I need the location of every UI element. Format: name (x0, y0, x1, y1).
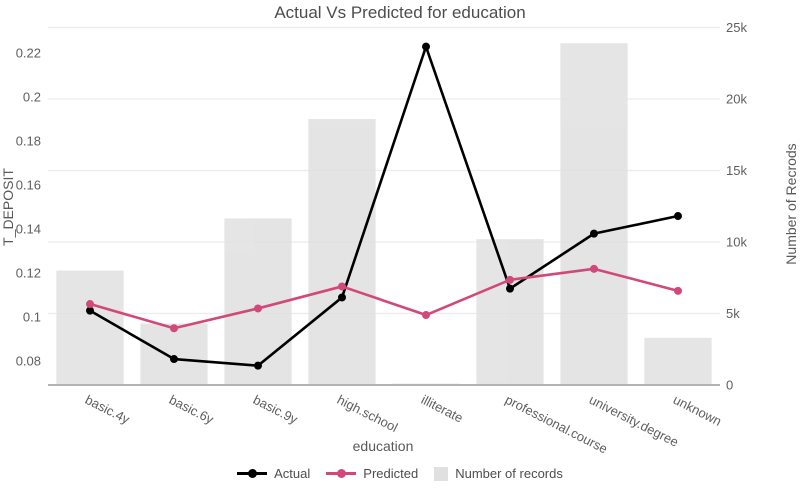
right-axis-title: Number of Recrods (783, 143, 799, 265)
point-actual-illiterate (422, 42, 430, 51)
point-actual-basic.4y (86, 306, 94, 315)
point-predicted-illiterate (422, 311, 430, 320)
legend-label-predicted: Predicted (363, 466, 419, 481)
svg-text:0.18: 0.18 (16, 134, 41, 149)
bar-unknown (644, 337, 712, 385)
svg-text:0.16: 0.16 (16, 178, 41, 193)
point-actual-professional.course (506, 284, 514, 293)
records-bars (56, 43, 712, 386)
svg-text:0.1: 0.1 (23, 310, 41, 325)
records-bar-swatch-icon (434, 466, 449, 481)
bar-professional.course (476, 239, 544, 385)
svg-text:0.2: 0.2 (23, 90, 41, 105)
bar-high.school (308, 119, 376, 386)
legend-item-actual[interactable]: Actual (237, 466, 310, 481)
svg-text:basic.4y: basic.4y (83, 392, 133, 427)
point-predicted-basic.4y (86, 300, 94, 309)
bar-basic.6y (140, 323, 208, 385)
point-predicted-basic.6y (170, 324, 178, 333)
x-axis-title: education (352, 438, 414, 454)
svg-text:25k: 25k (726, 20, 747, 35)
point-predicted-basic.9y (254, 304, 262, 313)
right-axis-tick-labels: 0 5k 10k 15k 20k 25k (726, 20, 747, 393)
legend-item-predicted[interactable]: Predicted (326, 466, 418, 481)
point-actual-unknown (674, 212, 682, 221)
point-actual-university.degree (590, 229, 598, 238)
svg-text:illiterate: illiterate (419, 392, 466, 426)
svg-text:20k: 20k (726, 92, 747, 107)
svg-text:10k: 10k (726, 235, 747, 250)
svg-text:basic.9y: basic.9y (251, 392, 301, 427)
legend-label-records: Number of records (455, 466, 563, 481)
legend-label-actual: Actual (274, 466, 311, 481)
svg-text:high.school: high.school (335, 392, 401, 435)
svg-text:0.22: 0.22 (16, 46, 41, 61)
point-predicted-unknown (674, 286, 682, 295)
left-axis-tick-labels: 0.08 0.1 0.12 0.14 0.16 0.18 0.2 0.22 (16, 46, 41, 369)
chart-title: Actual Vs Predicted for education (274, 3, 526, 22)
svg-text:0: 0 (726, 378, 733, 393)
actual-line-marker-icon (237, 469, 268, 478)
point-actual-basic.9y (254, 361, 262, 370)
svg-text:0.12: 0.12 (16, 266, 41, 281)
bar-basic.4y (56, 270, 124, 385)
left-axis-title: T_DEPOSIT (0, 168, 16, 246)
line-series-predicted (86, 264, 682, 333)
svg-text:0.08: 0.08 (16, 354, 41, 369)
svg-text:5k: 5k (726, 306, 740, 321)
point-predicted-professional.course (506, 275, 514, 284)
svg-text:unknown: unknown (671, 392, 724, 429)
point-predicted-university.degree (590, 264, 598, 273)
point-actual-basic.6y (170, 355, 178, 364)
legend: Actual Predicted Number of records (0, 466, 800, 481)
svg-text:basic.6y: basic.6y (167, 392, 217, 427)
legend-item-records[interactable]: Number of records (434, 466, 563, 481)
point-predicted-high.school (338, 282, 346, 291)
bar-university.degree (560, 43, 628, 385)
line-series-actual (86, 42, 682, 370)
predicted-line-marker-icon (326, 469, 357, 478)
point-actual-high.school (338, 293, 346, 302)
svg-text:0.14: 0.14 (16, 222, 41, 237)
svg-text:15k: 15k (726, 163, 747, 178)
